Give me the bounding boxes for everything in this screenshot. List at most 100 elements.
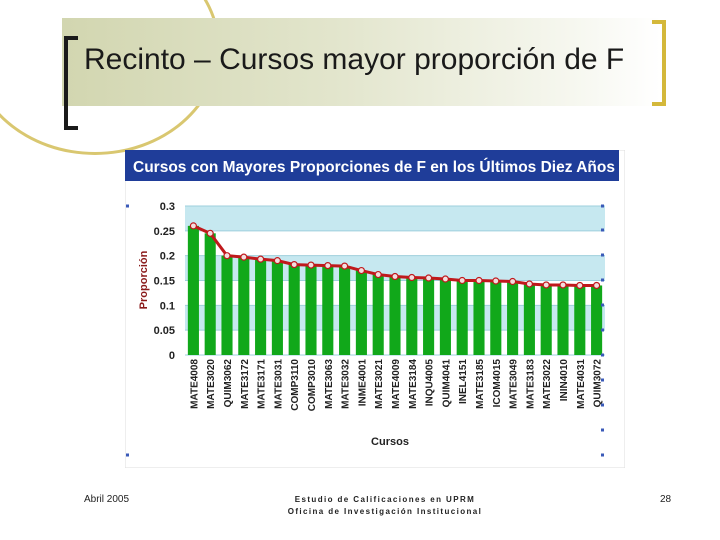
footer-office-line: Oficina de Investigación Institucional xyxy=(287,507,483,516)
data-point-marker xyxy=(391,272,399,281)
y-axis-ticks: 0 0.05 0.1 0.15 0.2 0.25 0.3 xyxy=(154,201,175,362)
data-point-marker xyxy=(408,273,416,282)
data-point-marker xyxy=(307,261,315,269)
bar xyxy=(372,274,384,355)
x-tick-label: MATE3183 xyxy=(525,359,536,409)
y-tick-label: 0 xyxy=(169,350,175,362)
edge-marker xyxy=(601,303,604,307)
x-tick-label: MATE4008 xyxy=(189,359,200,409)
bar xyxy=(305,265,317,355)
data-point-marker xyxy=(223,252,231,260)
bar-chart: Cursos con Mayores Proporciones de F en … xyxy=(125,150,625,468)
x-tick-label: MATE3185 xyxy=(475,359,486,409)
x-tick-label: INME4001 xyxy=(357,359,368,407)
x-tick-label: MATE3020 xyxy=(206,359,217,409)
bar xyxy=(540,284,552,355)
x-tick-label: MATE3031 xyxy=(273,359,284,409)
bar xyxy=(221,255,233,355)
data-point-marker xyxy=(257,255,265,263)
data-point-marker xyxy=(324,261,332,270)
data-point-marker xyxy=(576,281,584,290)
bar xyxy=(238,257,250,355)
y-tick-label: 0.1 xyxy=(160,300,175,312)
x-tick-label: COMP3010 xyxy=(307,359,318,412)
bar xyxy=(456,280,468,355)
left-bracket xyxy=(64,36,78,130)
x-tick-label: MATE3032 xyxy=(341,359,352,409)
bar xyxy=(523,283,535,355)
bar xyxy=(423,278,435,355)
data-point-marker xyxy=(357,266,365,275)
data-point-marker xyxy=(441,275,449,283)
edge-marker xyxy=(601,378,604,382)
bar xyxy=(406,277,418,355)
bar xyxy=(591,285,603,355)
data-point-marker xyxy=(593,281,601,290)
right-edge-markers xyxy=(126,204,604,457)
x-tick-label: QUIM3062 xyxy=(223,359,234,408)
x-tick-label: MATE4031 xyxy=(576,359,587,409)
x-tick-label: MATE3063 xyxy=(324,359,335,409)
data-point-marker xyxy=(559,281,567,289)
edge-marker xyxy=(601,328,604,332)
y-tick-label: 0.2 xyxy=(160,251,175,263)
bar xyxy=(339,266,351,355)
y-tick-label: 0.15 xyxy=(154,276,175,288)
bar xyxy=(389,276,401,355)
x-tick-label: INQU4005 xyxy=(425,359,436,407)
bars xyxy=(187,225,603,355)
bar xyxy=(574,285,586,355)
x-axis-label: Cursos xyxy=(371,436,409,448)
x-tick-label: MATE3171 xyxy=(257,359,268,409)
bar xyxy=(490,280,502,355)
x-tick-label: MATE3172 xyxy=(240,359,251,409)
bar xyxy=(271,260,283,355)
edge-marker xyxy=(601,353,604,357)
bar xyxy=(204,233,216,355)
x-tick-label: ICOM4015 xyxy=(492,359,503,408)
x-tick-label: COMP3110 xyxy=(290,359,301,411)
data-point-marker xyxy=(475,276,483,285)
data-point-marker xyxy=(273,257,281,265)
bar xyxy=(473,280,485,355)
footer-institution: Estudio de Calificaciones en UPRM Oficin… xyxy=(220,494,550,518)
x-tick-label: MATE3049 xyxy=(509,359,520,409)
data-point-marker xyxy=(240,253,248,261)
data-point-marker xyxy=(525,280,533,288)
data-point-marker xyxy=(425,274,433,282)
x-tick-label: MATE4009 xyxy=(391,359,402,409)
y-tick-label: 0.25 xyxy=(154,226,175,238)
footer-study-line: Estudio de Calificaciones en UPRM xyxy=(294,495,476,504)
data-point-marker xyxy=(206,229,214,237)
edge-marker xyxy=(601,428,604,432)
y-axis-label: Proporción xyxy=(138,250,150,309)
edge-marker xyxy=(126,204,129,208)
x-tick-label: INEL4151 xyxy=(458,359,469,404)
data-point-marker xyxy=(509,277,517,286)
chart-title-bar xyxy=(125,150,619,181)
page-number: 28 xyxy=(660,494,672,505)
footer-date: Abril 2005 xyxy=(84,494,130,505)
right-bracket xyxy=(652,20,666,106)
bar xyxy=(439,279,451,355)
edge-marker xyxy=(601,253,604,257)
edge-marker xyxy=(126,453,129,457)
x-tick-label: QUIM4041 xyxy=(441,359,452,408)
x-tick-label: QUIM3072 xyxy=(593,359,604,408)
x-tick-label: MATE3021 xyxy=(374,359,385,409)
x-tick-label: MATE3184 xyxy=(408,359,419,409)
data-point-marker xyxy=(542,281,550,289)
edge-marker xyxy=(601,278,604,282)
x-tick-label: ININ4010 xyxy=(559,359,570,402)
data-point-marker xyxy=(290,261,298,269)
bar xyxy=(288,264,300,355)
data-point-marker xyxy=(492,277,500,285)
edge-marker xyxy=(601,453,604,457)
bar xyxy=(507,281,519,355)
bar xyxy=(255,259,267,355)
data-point-marker xyxy=(374,270,382,279)
y-tick-label: 0.05 xyxy=(154,325,175,337)
data-point-marker xyxy=(341,262,349,270)
bar xyxy=(322,265,334,355)
bar xyxy=(355,270,367,355)
